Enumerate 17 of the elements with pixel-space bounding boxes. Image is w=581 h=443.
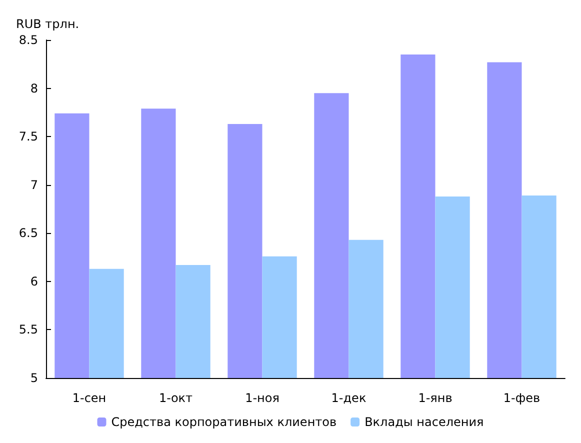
y-tick-label: 8 bbox=[30, 81, 38, 96]
legend-label: Вклады населения bbox=[364, 415, 484, 429]
y-tick-label: 6.5 bbox=[18, 226, 38, 240]
y-tick-label: 7 bbox=[30, 178, 38, 192]
x-tick-label: 1-окт bbox=[158, 391, 193, 405]
x-tick-label: 1-дек bbox=[331, 391, 366, 405]
x-tick-label: 1-фев bbox=[503, 391, 540, 405]
x-tick-label: 1-сен bbox=[72, 391, 106, 405]
y-axis-title: RUB трлн. bbox=[16, 17, 80, 31]
legend-label: Средства корпоративных клиентов bbox=[111, 415, 337, 429]
y-tick-label: 5 bbox=[30, 371, 38, 385]
x-tick-label: 1-янв bbox=[418, 391, 452, 405]
y-tick-label: 7.5 bbox=[18, 130, 38, 144]
y-tick-label: 6 bbox=[30, 274, 38, 288]
x-tick-label: 1-ноя bbox=[245, 391, 280, 405]
y-tick-label: 5.5 bbox=[18, 322, 38, 337]
y-tick-label: 8.5 bbox=[18, 33, 38, 47]
